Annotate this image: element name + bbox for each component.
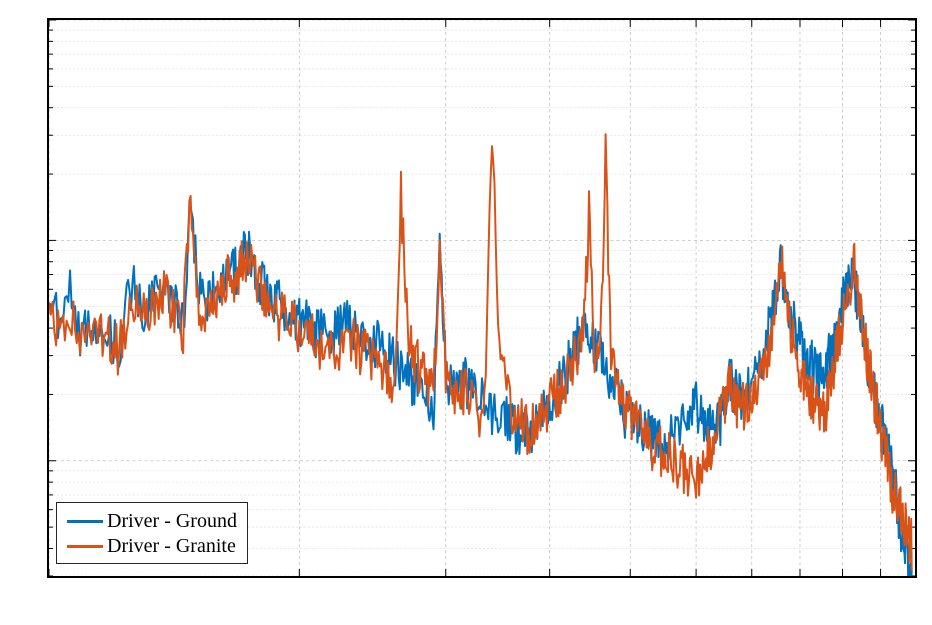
legend-swatch-ground xyxy=(67,520,103,523)
plot-svg xyxy=(49,20,915,576)
legend: Driver - Ground Driver - Granite xyxy=(56,502,248,564)
legend-item-ground: Driver - Ground xyxy=(67,509,237,534)
chart-container: Driver - Ground Driver - Granite xyxy=(0,0,932,625)
legend-item-granite: Driver - Granite xyxy=(67,534,237,559)
legend-label-ground: Driver - Ground xyxy=(107,509,237,534)
legend-swatch-granite xyxy=(67,545,103,548)
plot-area xyxy=(47,18,917,578)
legend-label-granite: Driver - Granite xyxy=(107,534,236,559)
